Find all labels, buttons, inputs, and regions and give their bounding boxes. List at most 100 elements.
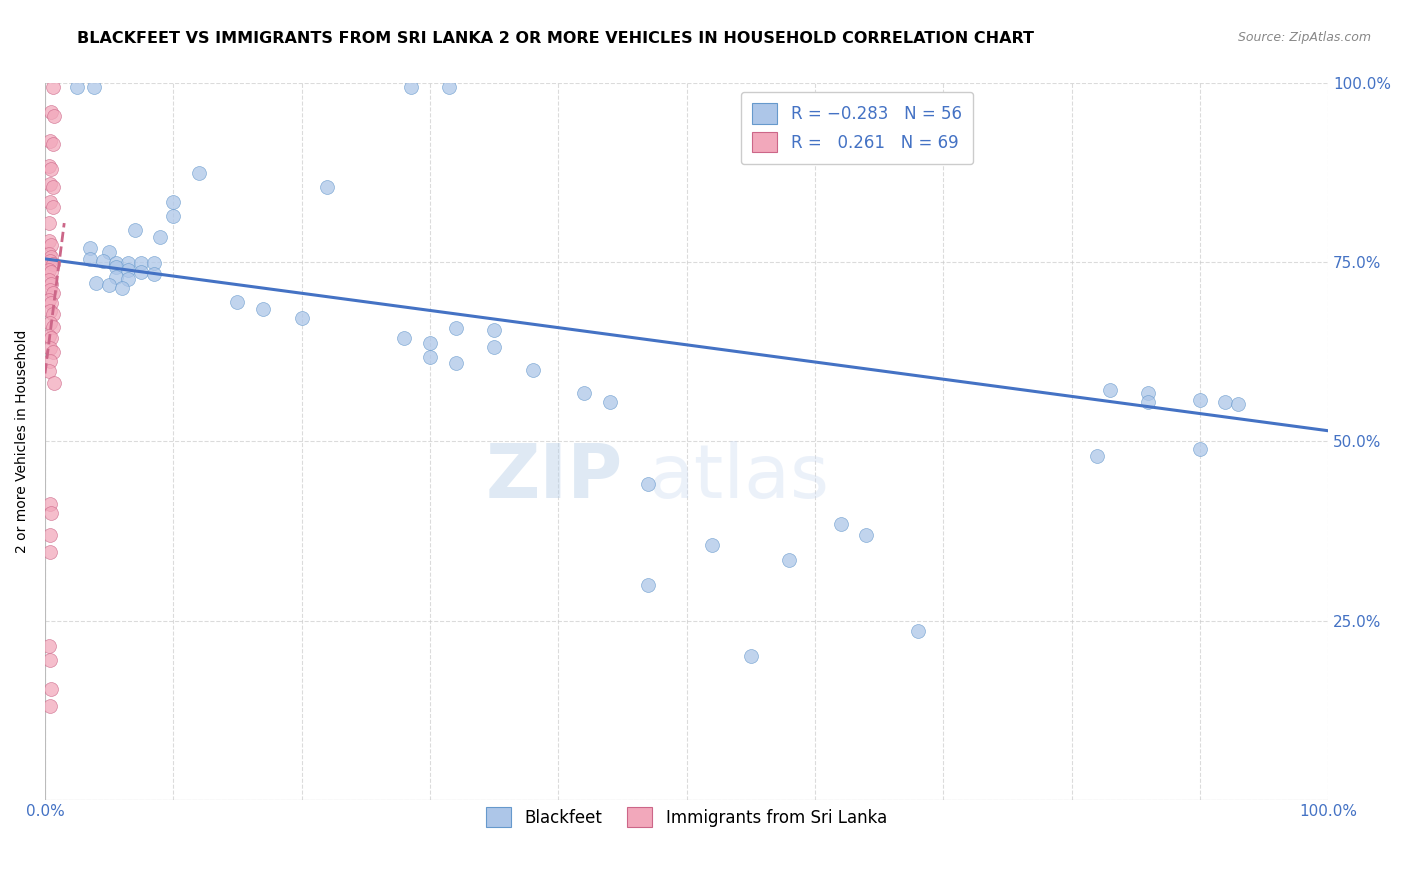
Point [39, 304, 62, 318]
Point [38, 293, 60, 307]
Point [39, 545, 62, 559]
Point [39, 134, 62, 148]
Point [162, 209, 184, 223]
Point [1137, 395, 1160, 409]
Point [41, 277, 63, 291]
Point [41, 105, 63, 120]
Point [437, 80, 460, 95]
Point [38, 328, 60, 343]
Point [444, 321, 467, 335]
Point [129, 256, 152, 270]
Point [41, 319, 63, 334]
Point [38, 273, 60, 287]
Point [1137, 385, 1160, 400]
Point [1188, 442, 1211, 456]
Point [291, 311, 314, 326]
Point [39, 316, 62, 330]
Point [39, 254, 62, 268]
Point [149, 230, 172, 244]
Point [39, 653, 62, 667]
Y-axis label: 2 or more Vehicles in Household: 2 or more Vehicles in Household [15, 330, 30, 553]
Point [39, 177, 62, 191]
Text: BLACKFEET VS IMMIGRANTS FROM SRI LANKA 2 OR MORE VEHICLES IN HOUSEHOLD CORRELATI: BLACKFEET VS IMMIGRANTS FROM SRI LANKA 2… [77, 31, 1035, 46]
Point [79, 241, 101, 255]
Point [482, 340, 505, 354]
Point [129, 265, 152, 279]
Point [79, 252, 101, 266]
Point [740, 649, 762, 664]
Point [226, 294, 249, 309]
Point [162, 194, 184, 209]
Point [41, 285, 63, 300]
Point [39, 342, 62, 356]
Point [482, 324, 505, 338]
Point [41, 257, 63, 271]
Point [419, 335, 441, 350]
Point [316, 180, 339, 194]
Point [111, 280, 134, 294]
Point [83, 80, 105, 95]
Point [42, 109, 65, 123]
Point [42, 376, 65, 390]
Point [1227, 397, 1250, 411]
Point [38, 216, 60, 230]
Point [39, 283, 62, 297]
Point [830, 516, 852, 531]
Point [38, 639, 60, 653]
Point [104, 269, 127, 284]
Legend: Blackfeet, Immigrants from Sri Lanka: Blackfeet, Immigrants from Sri Lanka [479, 800, 894, 834]
Point [41, 80, 63, 95]
Point [41, 162, 63, 177]
Point [419, 350, 441, 364]
Point [104, 260, 127, 275]
Point [41, 250, 63, 264]
Point [39, 354, 62, 368]
Point [84, 276, 107, 290]
Point [637, 577, 659, 591]
Point [444, 356, 467, 370]
Point [143, 256, 166, 270]
Text: ZIP: ZIP [485, 441, 623, 514]
Point [39, 194, 62, 209]
Point [778, 552, 800, 566]
Point [599, 395, 621, 409]
Point [855, 527, 877, 541]
Point [41, 237, 63, 252]
Point [637, 477, 659, 491]
Point [572, 385, 595, 400]
Point [702, 538, 724, 552]
Point [98, 244, 121, 259]
Point [41, 506, 63, 520]
Point [1098, 383, 1121, 397]
Point [252, 301, 274, 316]
Point [39, 699, 62, 714]
Point [91, 254, 114, 268]
Point [41, 307, 63, 321]
Point [117, 272, 139, 286]
Point [117, 256, 139, 270]
Point [38, 364, 60, 378]
Point [38, 159, 60, 173]
Point [124, 223, 146, 237]
Point [66, 80, 89, 95]
Point [39, 527, 62, 541]
Point [38, 262, 60, 277]
Point [41, 345, 63, 359]
Point [399, 80, 422, 95]
Text: Source: ZipAtlas.com: Source: ZipAtlas.com [1237, 31, 1371, 45]
Point [1215, 395, 1237, 409]
Point [41, 200, 63, 214]
Point [1188, 392, 1211, 407]
Point [38, 247, 60, 261]
Point [41, 295, 63, 310]
Point [41, 180, 63, 194]
Point [39, 498, 62, 512]
Point [38, 234, 60, 248]
Text: atlas: atlas [648, 441, 830, 514]
Point [98, 277, 121, 292]
Point [907, 624, 929, 639]
Point [41, 331, 63, 345]
Point [117, 262, 139, 277]
Point [41, 137, 63, 152]
Point [104, 256, 127, 270]
